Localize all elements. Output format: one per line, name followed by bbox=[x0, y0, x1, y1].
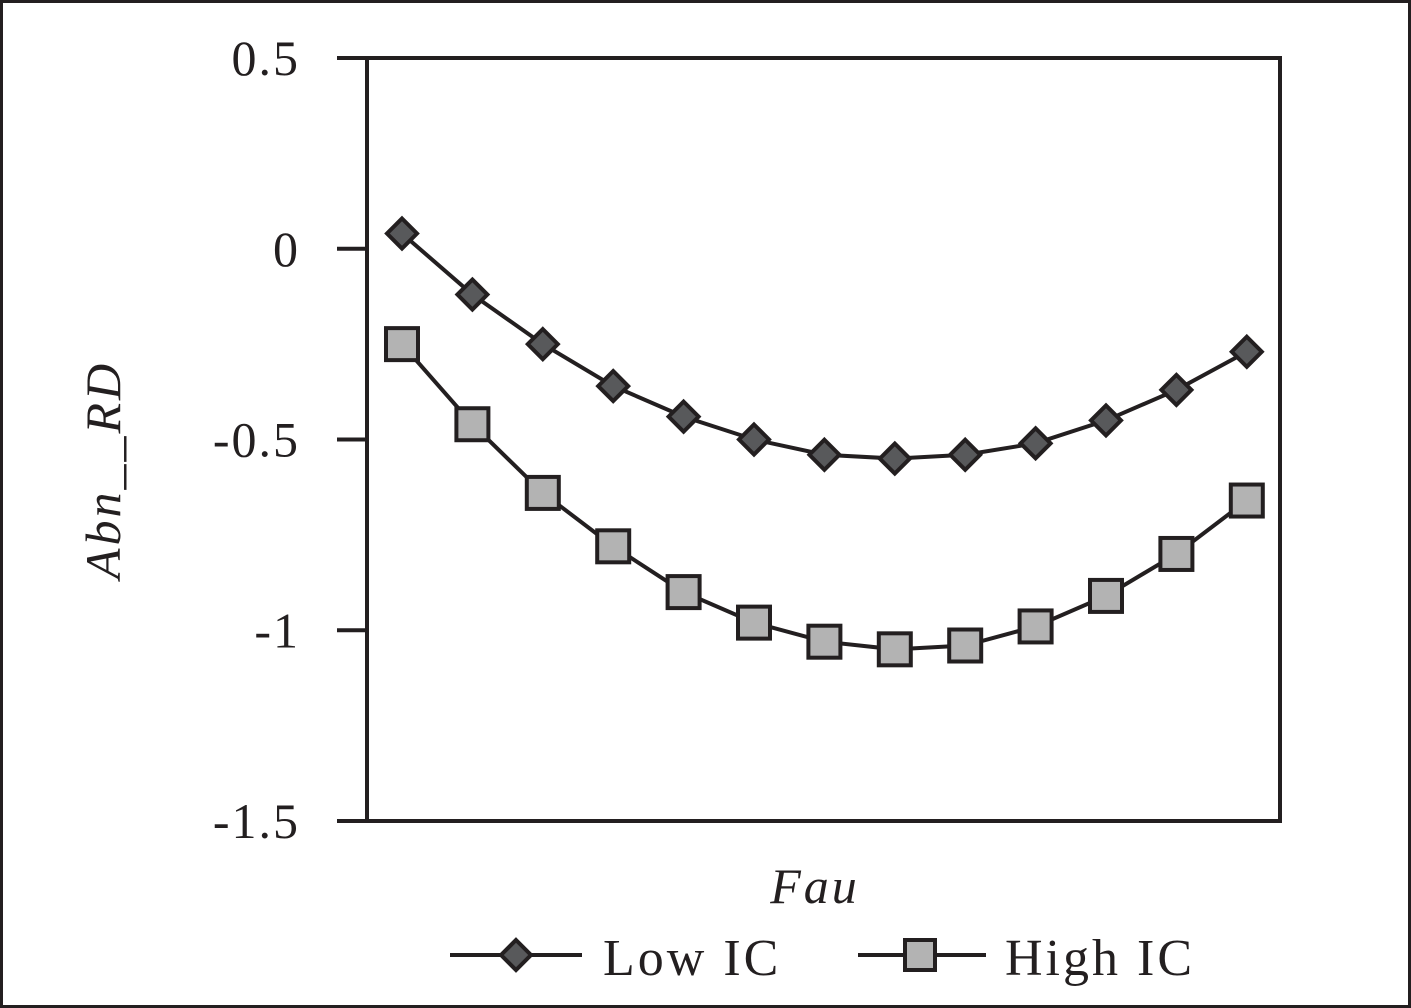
data-point-diamond bbox=[524, 326, 561, 362]
y-axis-title: Abn__RD bbox=[75, 361, 131, 582]
data-point-square bbox=[665, 574, 702, 611]
data-point-diamond bbox=[876, 440, 913, 477]
y-tick-label: 0 bbox=[273, 221, 300, 277]
data-point-square bbox=[595, 528, 632, 565]
data-point-square bbox=[736, 604, 772, 641]
data-point-square bbox=[524, 474, 561, 511]
series-high-ic bbox=[384, 326, 1265, 668]
data-point-square bbox=[876, 631, 913, 668]
data-point-square bbox=[1017, 608, 1054, 645]
data-point-diamond bbox=[665, 398, 702, 435]
data-point-diamond bbox=[1088, 402, 1124, 439]
data-point-diamond bbox=[736, 421, 772, 458]
legend-label: Low IC bbox=[603, 930, 781, 987]
data-point-diamond bbox=[595, 368, 632, 404]
data-point-diamond bbox=[1158, 372, 1195, 408]
legend-square-marker bbox=[903, 938, 937, 972]
data-point-square bbox=[1088, 577, 1124, 614]
data-point-diamond bbox=[384, 215, 420, 252]
y-tick-label: -1.5 bbox=[213, 793, 300, 849]
y-axis: 0.5 0 -0.5 -1 -1.5 bbox=[213, 30, 367, 849]
legend-item: High IC bbox=[858, 930, 1195, 987]
y-tick-label: -1 bbox=[254, 602, 300, 658]
series-layer bbox=[384, 215, 1265, 668]
data-point-square bbox=[454, 406, 491, 443]
legend-item: Low IC bbox=[450, 930, 781, 987]
data-point-square bbox=[384, 326, 420, 363]
data-point-square bbox=[1228, 482, 1265, 519]
data-point-square bbox=[1158, 535, 1195, 572]
x-axis-title: Fau bbox=[769, 858, 860, 914]
data-point-diamond bbox=[1017, 425, 1054, 462]
data-point-diamond bbox=[806, 436, 843, 473]
data-point-square bbox=[947, 627, 984, 664]
y-tick-label: -0.5 bbox=[213, 412, 300, 468]
legend-label: High IC bbox=[1005, 930, 1195, 987]
series-low-ic bbox=[384, 215, 1265, 477]
data-point-diamond bbox=[947, 436, 984, 473]
data-point-diamond bbox=[454, 276, 491, 313]
data-point-diamond bbox=[1228, 333, 1265, 370]
y-tick-label: 0.5 bbox=[232, 30, 301, 86]
legend: Low IC High IC bbox=[450, 930, 1195, 987]
legend-diamond-marker bbox=[498, 937, 534, 973]
data-point-square bbox=[806, 623, 843, 660]
